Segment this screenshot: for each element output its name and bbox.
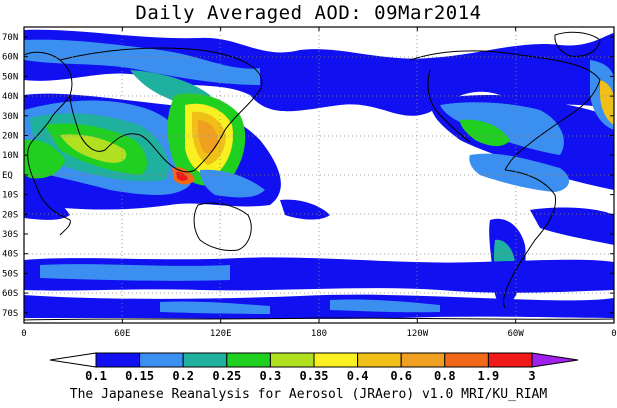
colorbar-label: 0.6 <box>390 369 412 383</box>
lat-label: 60S <box>2 289 18 299</box>
lon-label: 60E <box>114 329 130 339</box>
lon-label: 120W <box>406 329 428 339</box>
lon-label: 120E <box>210 329 232 339</box>
lon-label: 60W <box>508 329 525 339</box>
lat-label: 50S <box>2 269 18 279</box>
lat-label: EQ <box>2 171 13 181</box>
colorbar-swatch <box>400 352 446 368</box>
colorbar-swatch <box>269 352 315 368</box>
colorbar-swatch <box>226 352 271 368</box>
lat-label: 50N <box>2 72 18 82</box>
lon-label: 180 <box>311 329 327 339</box>
lat-label: 60N <box>2 53 18 63</box>
colorbar: 0.1 0.15 0.2 0.25 0.3 0.35 0.4 0.6 0.8 1.9 3 <box>49 352 579 383</box>
colorbar-max-triangle <box>531 352 579 368</box>
colorbar-swatch <box>139 352 184 368</box>
colorbar-swatch <box>182 352 228 368</box>
lat-label: 70N <box>2 33 18 43</box>
lat-label: 30S <box>2 230 18 240</box>
colorbar-label: 0.2 <box>172 369 194 383</box>
colorbar-swatch <box>357 352 402 368</box>
colorbar-min-triangle <box>49 352 97 368</box>
lon-label: 0 <box>611 329 616 339</box>
colorbar-label: 0.15 <box>125 369 154 383</box>
footer-credit: The Japanese Reanalysis for Aerosol (JRA… <box>69 387 548 402</box>
lon-label: 0 <box>21 329 26 339</box>
colorbar-swatch <box>487 352 533 368</box>
colorbar-label: 1.9 <box>478 369 500 383</box>
longitude-axis: 0 60E 120E 180 120W 60W 0 <box>21 27 617 339</box>
colorbar-label: 0.1 <box>85 369 107 383</box>
lat-label: 10N <box>2 151 18 161</box>
map-title: Daily Averaged AOD: 09Mar2014 <box>135 2 482 24</box>
lat-label: 20N <box>2 132 18 142</box>
colorbar-label: 0.25 <box>212 369 241 383</box>
colorbar-swatch <box>95 352 141 368</box>
lat-label: 70S <box>2 309 18 319</box>
latitude-axis: 70N 60N 50N 40N 30N 20N 10N EQ 10S 20S 30S 40S 50S 60… <box>2 33 614 319</box>
colorbar-label: 0.4 <box>347 369 369 383</box>
lat-label: 30N <box>2 112 18 122</box>
lat-label: 40N <box>2 92 18 102</box>
colorbar-label: 0.8 <box>434 369 456 383</box>
graticule <box>24 27 614 323</box>
colorbar-swatch <box>313 352 359 368</box>
colorbar-label: 3 <box>528 369 535 383</box>
colorbar-swatch <box>444 352 489 368</box>
lat-label: 10S <box>2 191 18 201</box>
lat-label: 20S <box>2 210 18 220</box>
coastlines <box>24 31 614 321</box>
colorbar-label: 0.35 <box>300 369 329 383</box>
colorbar-label: 0.3 <box>260 369 282 383</box>
lat-label: 40S <box>2 250 18 260</box>
